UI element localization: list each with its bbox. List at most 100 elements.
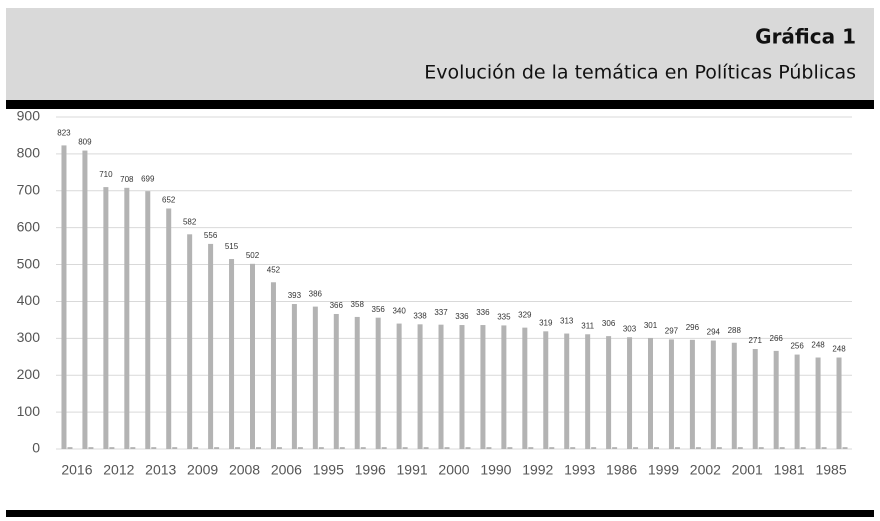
bar xyxy=(402,447,408,449)
value-label: 356 xyxy=(372,305,386,314)
bar xyxy=(297,447,303,449)
x-tick-label: 1986 xyxy=(606,462,637,478)
bar xyxy=(612,447,618,449)
chart-subtitle: Evolución de la temática en Políticas Pú… xyxy=(424,62,856,84)
value-label: 271 xyxy=(749,336,763,345)
footer-rule xyxy=(6,510,874,517)
bar xyxy=(235,447,241,449)
y-tick-label: 100 xyxy=(17,403,41,419)
bar xyxy=(318,447,324,449)
x-tick-label: 1995 xyxy=(313,462,344,478)
bar xyxy=(312,306,318,449)
bar xyxy=(333,313,339,449)
bar xyxy=(758,447,764,449)
y-tick-label: 400 xyxy=(17,292,41,308)
value-label: 823 xyxy=(57,129,71,138)
value-label: 336 xyxy=(476,308,490,317)
bar xyxy=(444,447,450,449)
x-tick-label: 2006 xyxy=(271,462,302,478)
bar xyxy=(570,447,576,449)
value-label: 294 xyxy=(707,328,721,337)
x-tick-label: 2009 xyxy=(187,462,218,478)
bar xyxy=(752,349,758,449)
bar xyxy=(88,447,94,449)
bar xyxy=(710,340,716,449)
chart-title: Gráfica 1 xyxy=(755,25,856,49)
value-label: 502 xyxy=(246,251,260,260)
bar xyxy=(773,350,779,449)
value-label: 248 xyxy=(811,341,825,350)
value-label: 303 xyxy=(623,324,637,333)
bar xyxy=(549,447,555,449)
bar xyxy=(606,336,612,449)
value-label: 313 xyxy=(560,317,574,326)
value-label: 708 xyxy=(120,175,134,184)
bar xyxy=(417,324,423,449)
bar xyxy=(151,447,157,449)
bar xyxy=(480,325,486,449)
x-tick-label: 1991 xyxy=(397,462,428,478)
y-tick-label: 600 xyxy=(17,218,41,234)
bar xyxy=(716,447,722,449)
value-label: 340 xyxy=(392,307,406,316)
x-tick-label: 1990 xyxy=(480,462,511,478)
bar xyxy=(381,447,387,449)
x-tick-label: 2002 xyxy=(690,462,721,478)
value-label: 652 xyxy=(162,196,176,205)
value-label: 288 xyxy=(728,326,742,335)
value-label: 306 xyxy=(602,319,616,328)
bar xyxy=(124,187,130,449)
bar xyxy=(396,323,402,449)
x-tick-label: 1992 xyxy=(522,462,553,478)
bar xyxy=(193,447,199,449)
x-tick-label: 2008 xyxy=(229,462,260,478)
value-label: 809 xyxy=(78,138,92,147)
bar xyxy=(61,145,67,449)
bar xyxy=(633,447,639,449)
bar xyxy=(354,316,360,449)
bar xyxy=(507,447,513,449)
bar xyxy=(668,339,674,449)
y-tick-label: 300 xyxy=(17,329,41,345)
value-label: 266 xyxy=(770,334,784,343)
value-label: 297 xyxy=(665,327,679,336)
value-label: 386 xyxy=(309,290,323,299)
bar xyxy=(779,447,785,449)
value-label: 311 xyxy=(581,321,594,330)
value-label: 452 xyxy=(267,265,281,274)
value-label: 337 xyxy=(434,308,448,317)
bar xyxy=(276,447,282,449)
header-rule xyxy=(6,100,874,109)
bar xyxy=(543,331,549,449)
bar xyxy=(130,447,136,449)
bar xyxy=(815,357,821,449)
bar xyxy=(794,354,800,449)
bar xyxy=(674,447,680,449)
bar xyxy=(731,342,737,449)
bar xyxy=(465,447,471,449)
bar xyxy=(291,304,297,449)
bar xyxy=(229,259,235,449)
bar xyxy=(375,317,381,449)
bar xyxy=(737,447,743,449)
bar xyxy=(695,447,701,449)
value-label: 358 xyxy=(351,300,365,309)
x-tick-label: 2000 xyxy=(438,462,469,478)
bar xyxy=(145,191,151,449)
bar xyxy=(501,325,507,449)
bar xyxy=(689,339,695,449)
bar xyxy=(842,447,848,449)
value-label: 556 xyxy=(204,231,218,240)
x-tick-label: 1993 xyxy=(564,462,595,478)
bar xyxy=(585,334,591,449)
value-label: 699 xyxy=(141,174,155,183)
bar xyxy=(459,325,465,449)
x-tick-label: 2016 xyxy=(61,462,92,478)
value-label: 366 xyxy=(330,301,344,310)
value-label: 248 xyxy=(832,345,846,354)
x-tick-label: 1985 xyxy=(815,462,846,478)
bar xyxy=(423,447,429,449)
bar xyxy=(591,447,597,449)
x-tick-label: 1981 xyxy=(774,462,805,478)
